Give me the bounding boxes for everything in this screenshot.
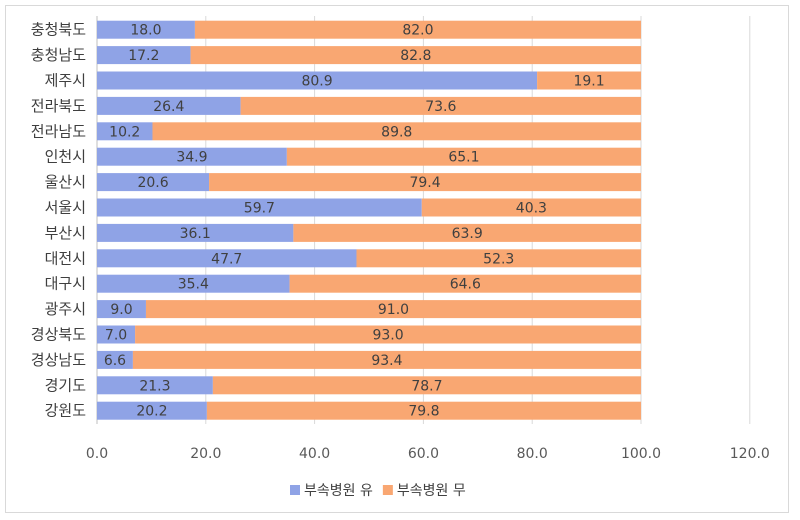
data-label: 63.9 [452,226,483,242]
data-label: 73.6 [425,99,456,115]
bar-segment [132,350,642,369]
bar-segment [286,147,641,166]
legend: 부속병원 유 부속병원 무 [290,483,466,499]
data-label: 7.0 [105,328,127,344]
bar-segment [97,249,357,268]
data-label: 52.3 [483,251,514,267]
category-label: 부산시 [45,224,86,242]
bar-segment [356,249,641,268]
bar-segment [97,300,146,319]
data-label: 20.6 [137,175,168,191]
bar-segment [135,325,641,344]
category-label: 충청남도 [31,46,86,64]
bar-segment [97,223,294,242]
data-label: 26.4 [153,99,184,115]
data-label: 36.1 [180,226,211,242]
data-label: 82.8 [400,48,431,64]
bar-segment [97,122,153,141]
category-label: 인천시 [45,148,86,166]
bar-segment [212,376,641,395]
x-tick-label: 100.0 [621,446,661,462]
bar-segment [152,122,641,141]
category-label: 강원도 [45,402,87,420]
data-label: 64.6 [450,277,481,293]
bar-segment [421,198,641,217]
bar-segment [190,46,641,65]
category-label: 광주시 [45,300,86,318]
bars: 18.0 82.0 17.2 82.8 80.9 19.1 26.4 73.6 10.2 89.8… [97,20,642,420]
bar-segment [97,147,287,166]
data-label: 59.7 [244,201,275,217]
data-label: 6.6 [104,353,126,369]
x-tick-label: 40.0 [299,446,330,462]
bar-segment [97,173,210,192]
bar-segment [97,325,136,344]
category-label: 대전시 [45,249,86,267]
data-label: 10.2 [109,124,140,140]
data-label: 89.8 [381,124,412,140]
bar-segment [97,401,207,420]
category-label: 경상북도 [31,326,86,344]
data-label: 82.0 [402,23,433,39]
bar-segment [206,401,641,420]
bar-segment [97,96,241,115]
category-label: 경상남도 [31,351,86,369]
legend-label: 부속병원 무 [397,483,466,499]
data-label: 93.0 [372,328,403,344]
data-label: 19.1 [573,74,604,90]
data-label: 17.2 [128,48,159,64]
legend-swatch [290,485,300,495]
bar-segment [537,71,641,90]
category-labels: 충청북도충청남도제주시전라북도전라남도인천시울산시서울시부산시대전시대구시광주시… [31,21,86,420]
x-tick-label: 80.0 [517,446,548,462]
bar-segment [97,46,191,65]
data-label: 47.7 [211,251,242,267]
category-label: 제주시 [45,72,86,90]
bar-segment [97,350,133,369]
data-label: 79.4 [409,175,440,191]
data-label: 78.7 [411,378,442,394]
category-label: 충청북도 [31,21,86,39]
bar-segment [97,376,213,395]
bar-segment [194,20,642,39]
x-tick-label: 20.0 [190,446,221,462]
bar-segment [97,198,422,217]
data-label: 79.8 [408,404,439,420]
data-label: 91.0 [378,302,409,318]
data-label: 65.1 [448,150,479,166]
bar-segment [97,274,290,293]
data-label: 21.3 [139,378,170,394]
data-label: 93.4 [371,353,402,369]
legend-swatch [382,485,393,495]
bar-segment [145,300,641,319]
category-label: 전라남도 [31,122,86,140]
category-label: 경기도 [45,376,87,394]
x-tick-label: 120.0 [730,446,770,462]
bar-segment [97,20,195,39]
category-label: 대구시 [45,275,86,293]
data-label: 40.3 [516,201,547,217]
x-tick-label: 60.0 [408,446,439,462]
legend-label: 부속병원 유 [304,483,373,499]
bar-segment [289,274,641,293]
data-label: 35.4 [178,277,209,293]
data-label: 9.0 [110,302,132,318]
x-tick-labels: 0.0 20.0 40.0 60.0 80.0 100.0 120.0 [86,446,770,462]
bar-segment [240,96,641,115]
bar-segment [293,223,641,242]
data-label: 34.9 [176,150,207,166]
bar-segment [97,71,538,90]
data-label: 18.0 [130,23,161,39]
category-label: 전라북도 [31,97,86,115]
category-label: 울산시 [45,173,86,191]
bar-segment [209,173,641,192]
data-label: 80.9 [301,74,332,90]
x-tick-label: 0.0 [86,446,108,462]
category-label: 서울시 [45,199,86,217]
data-label: 20.2 [136,404,167,420]
